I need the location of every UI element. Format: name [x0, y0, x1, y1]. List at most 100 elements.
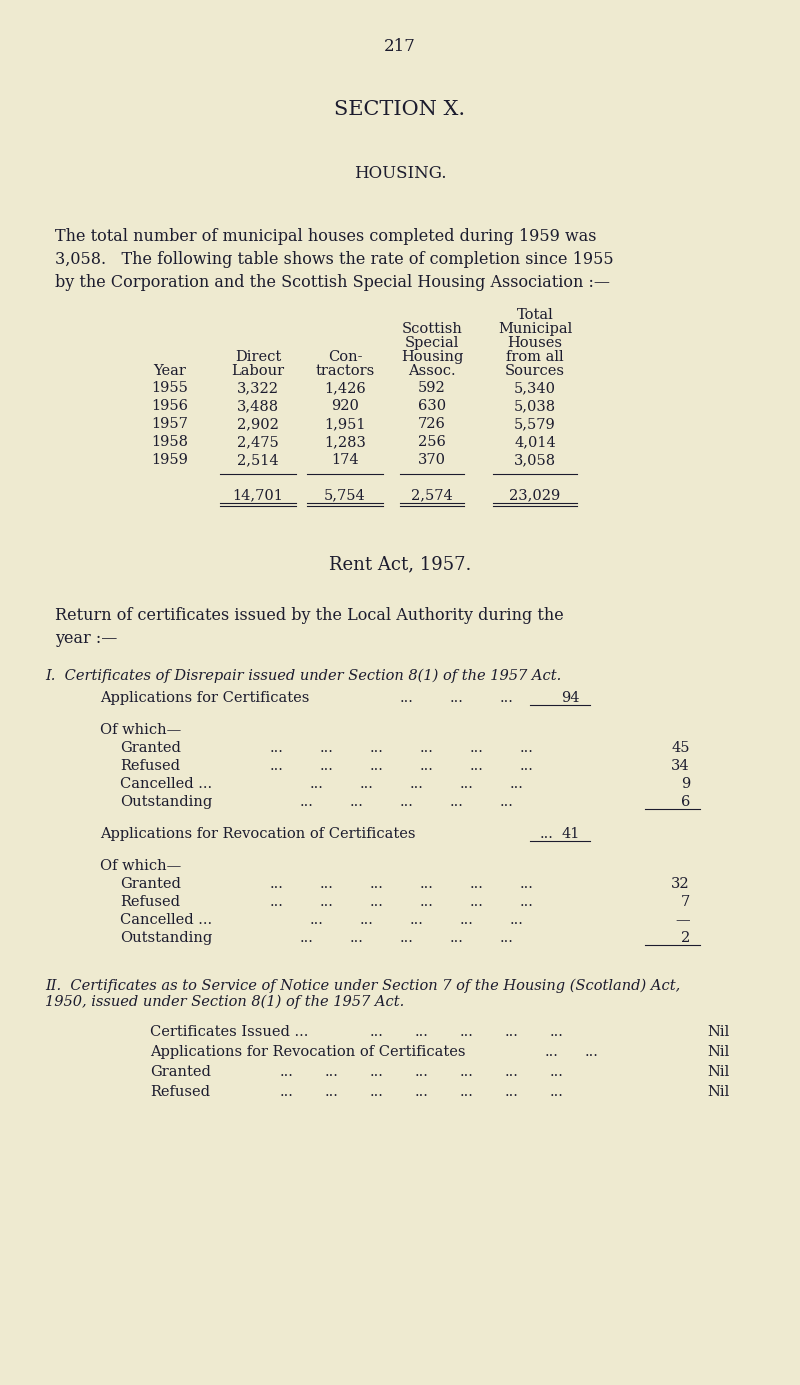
- Text: The total number of municipal houses completed during 1959 was: The total number of municipal houses com…: [55, 229, 597, 245]
- Text: ...: ...: [550, 1084, 564, 1100]
- Text: ...: ...: [500, 931, 514, 945]
- Text: Assoc.: Assoc.: [408, 364, 456, 378]
- Text: ...: ...: [415, 1084, 429, 1100]
- Text: 174: 174: [331, 453, 359, 467]
- Text: ...: ...: [310, 777, 324, 791]
- Text: ...: ...: [520, 741, 534, 755]
- Text: ...: ...: [270, 741, 284, 755]
- Text: ...: ...: [460, 1025, 474, 1039]
- Text: ...: ...: [420, 741, 434, 755]
- Text: ...: ...: [505, 1065, 519, 1079]
- Text: Applications for Revocation of Certificates: Applications for Revocation of Certifica…: [150, 1046, 466, 1060]
- Text: ...: ...: [280, 1084, 294, 1100]
- Text: 1957: 1957: [151, 417, 189, 431]
- Text: ...: ...: [370, 1065, 384, 1079]
- Text: 41: 41: [562, 827, 580, 841]
- Text: ...: ...: [500, 691, 514, 705]
- Text: ...: ...: [420, 895, 434, 909]
- Text: ...: ...: [400, 931, 414, 945]
- Text: 2,902: 2,902: [237, 417, 279, 431]
- Text: 5,038: 5,038: [514, 399, 556, 413]
- Text: year :—: year :—: [55, 630, 118, 647]
- Text: Labour: Labour: [231, 364, 285, 378]
- Text: 920: 920: [331, 399, 359, 413]
- Text: 4,014: 4,014: [514, 435, 556, 449]
- Text: ...: ...: [350, 931, 364, 945]
- Text: 256: 256: [418, 435, 446, 449]
- Text: 5,340: 5,340: [514, 381, 556, 395]
- Text: ...: ...: [370, 1084, 384, 1100]
- Text: 5,754: 5,754: [324, 488, 366, 501]
- Text: 1958: 1958: [151, 435, 189, 449]
- Text: ...: ...: [550, 1065, 564, 1079]
- Text: ...: ...: [510, 913, 524, 927]
- Text: ...: ...: [300, 931, 314, 945]
- Text: 2: 2: [681, 931, 690, 945]
- Text: 1,951: 1,951: [324, 417, 366, 431]
- Text: 7: 7: [681, 895, 690, 909]
- Text: Nil: Nil: [708, 1084, 730, 1100]
- Text: 14,701: 14,701: [233, 488, 283, 501]
- Text: ...: ...: [470, 741, 484, 755]
- Text: 32: 32: [671, 877, 690, 891]
- Text: Con-: Con-: [328, 350, 362, 364]
- Text: 1959: 1959: [151, 453, 189, 467]
- Text: ...: ...: [370, 1025, 384, 1039]
- Text: 94: 94: [562, 691, 580, 705]
- Text: ...: ...: [320, 877, 334, 891]
- Text: —: —: [675, 913, 690, 927]
- Text: ...: ...: [320, 895, 334, 909]
- Text: 370: 370: [418, 453, 446, 467]
- Text: ...: ...: [370, 741, 384, 755]
- Text: ...: ...: [460, 913, 474, 927]
- Text: HOUSING.: HOUSING.: [354, 165, 446, 181]
- Text: 1,426: 1,426: [324, 381, 366, 395]
- Text: by the Corporation and the Scottish Special Housing Association :—: by the Corporation and the Scottish Spec…: [55, 274, 610, 291]
- Text: SECTION X.: SECTION X.: [334, 100, 466, 119]
- Text: 3,058.   The following table shows the rate of completion since 1955: 3,058. The following table shows the rat…: [55, 251, 614, 269]
- Text: Housing: Housing: [401, 350, 463, 364]
- Text: 630: 630: [418, 399, 446, 413]
- Text: ...: ...: [370, 759, 384, 773]
- Text: 1956: 1956: [151, 399, 189, 413]
- Text: ...: ...: [510, 777, 524, 791]
- Text: 5,579: 5,579: [514, 417, 556, 431]
- Text: Refused: Refused: [120, 895, 180, 909]
- Text: Cancelled ...: Cancelled ...: [120, 913, 212, 927]
- Text: ...: ...: [270, 759, 284, 773]
- Text: Of which—: Of which—: [100, 859, 182, 873]
- Text: Outstanding: Outstanding: [120, 795, 212, 809]
- Text: Refused: Refused: [120, 759, 180, 773]
- Text: ...: ...: [520, 895, 534, 909]
- Text: Refused: Refused: [150, 1084, 210, 1100]
- Text: ...: ...: [420, 877, 434, 891]
- Text: Nil: Nil: [708, 1025, 730, 1039]
- Text: ...: ...: [400, 691, 414, 705]
- Text: ...: ...: [400, 795, 414, 809]
- Text: Certificates Issued ...: Certificates Issued ...: [150, 1025, 308, 1039]
- Text: 1955: 1955: [151, 381, 189, 395]
- Text: ...: ...: [505, 1025, 519, 1039]
- Text: Total: Total: [517, 307, 554, 321]
- Text: 3,488: 3,488: [237, 399, 279, 413]
- Text: 1950, issued under Section 8(1) of the 1957 Act.: 1950, issued under Section 8(1) of the 1…: [45, 994, 404, 1010]
- Text: ...: ...: [540, 827, 554, 841]
- Text: Municipal: Municipal: [498, 321, 572, 337]
- Text: Nil: Nil: [708, 1046, 730, 1060]
- Text: 592: 592: [418, 381, 446, 395]
- Text: 3,058: 3,058: [514, 453, 556, 467]
- Text: ...: ...: [545, 1046, 559, 1060]
- Text: ...: ...: [350, 795, 364, 809]
- Text: Cancelled ...: Cancelled ...: [120, 777, 212, 791]
- Text: 2,475: 2,475: [237, 435, 279, 449]
- Text: ...: ...: [325, 1084, 339, 1100]
- Text: Special: Special: [405, 337, 459, 350]
- Text: ...: ...: [500, 795, 514, 809]
- Text: I.  Certificates of Disrepair issued under Section 8(1) of the 1957 Act.: I. Certificates of Disrepair issued unde…: [45, 669, 562, 683]
- Text: ...: ...: [460, 777, 474, 791]
- Text: Direct: Direct: [235, 350, 281, 364]
- Text: ...: ...: [450, 691, 464, 705]
- Text: 217: 217: [384, 37, 416, 55]
- Text: ...: ...: [360, 777, 374, 791]
- Text: ...: ...: [520, 877, 534, 891]
